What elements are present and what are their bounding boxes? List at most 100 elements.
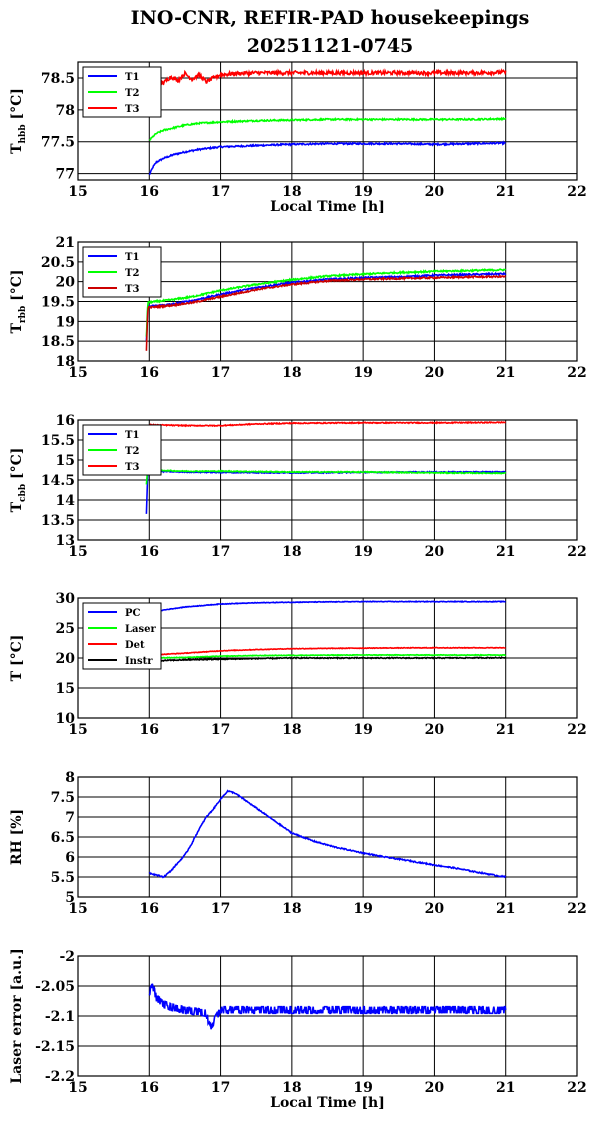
- x-tick-label: 21: [496, 722, 515, 738]
- legend: PC Laser Det Instr: [82, 602, 162, 670]
- series-line-t1: [145, 468, 507, 514]
- x-tick-label: 22: [567, 1080, 586, 1096]
- y-tick-label: 5.5: [51, 870, 75, 886]
- y-tick-label: 13.5: [41, 513, 75, 529]
- x-tick-label: 22: [567, 365, 586, 381]
- x-tick-label: 18: [282, 722, 301, 738]
- y-tick-label: 7.5: [51, 790, 75, 806]
- y-tick-label: 78: [56, 103, 75, 119]
- series-line-instr: [149, 656, 506, 663]
- y-axis-label: Laser error [a.u.]: [9, 948, 25, 1083]
- x-tick-label: 17: [211, 1080, 230, 1096]
- x-tick-label: 22: [567, 901, 586, 917]
- y-tick-label: 78.5: [41, 71, 75, 87]
- x-tick-label: 20: [425, 901, 445, 917]
- y-axis-label: T [°C]: [9, 635, 25, 682]
- y-tick-label: 14.5: [41, 473, 75, 489]
- legend-label: T2: [125, 88, 139, 99]
- y-tick-label: 16: [56, 413, 75, 429]
- legend-label: Instr: [125, 656, 153, 667]
- x-tick-label: 17: [211, 544, 230, 560]
- chart-panel-3: 15 16 17 18 19 20 21 22 13 13.5 14 14.5 15 15.5 16 Tcbb…: [9, 413, 587, 560]
- legend: T1 T2 T3: [82, 246, 162, 298]
- y-tick-label: 20.5: [41, 255, 75, 271]
- x-tick-label: 18: [282, 544, 301, 560]
- legend-label: Det: [125, 640, 145, 651]
- y-tick-label: -2: [59, 949, 75, 965]
- y-tick-label: 18: [56, 354, 75, 370]
- x-tick-label: 22: [567, 184, 586, 200]
- x-tick-label: 16: [140, 184, 159, 200]
- x-tick-label: 17: [211, 365, 230, 381]
- series-line-t3: [148, 68, 507, 86]
- y-tick-label: 77: [56, 167, 75, 183]
- x-tick-label: 19: [353, 544, 372, 560]
- plot-frame: [77, 597, 578, 719]
- y-tick-label: 13: [56, 533, 75, 549]
- y-axis-label: RH [%]: [9, 809, 25, 865]
- series-line-t3: [149, 420, 506, 428]
- y-axis-label: Tcbb [°C]: [9, 448, 28, 513]
- y-tick-label: 14: [56, 493, 76, 509]
- x-tick-label: 15: [68, 544, 87, 560]
- y-tick-label: -2.05: [35, 979, 75, 995]
- y-tick-label: 15.5: [41, 433, 75, 449]
- x-tick-label: 17: [211, 722, 230, 738]
- x-tick-label: 18: [282, 901, 301, 917]
- y-tick-label: 6: [65, 850, 75, 866]
- legend-label: T1: [125, 252, 139, 263]
- legend-label: PC: [125, 608, 141, 619]
- chart-panel-5: 15 16 17 18 19 20 21 22 5 5.5 6 6.5 7 7.5 8 RH [%]: [9, 770, 587, 917]
- series-line-t2: [149, 116, 507, 141]
- x-tick-label: 21: [496, 365, 515, 381]
- legend: T1 T2 T3: [82, 66, 162, 118]
- x-tick-label: 18: [282, 365, 301, 381]
- x-tick-label: 16: [140, 1080, 159, 1096]
- x-tick-label: 19: [353, 901, 372, 917]
- panels: 15 16 17 18 19 20 21 22 77 77.5 78 78.5 Local Time […: [9, 61, 587, 1111]
- x-tick-label: 20: [425, 1080, 445, 1096]
- legend-box: [82, 602, 162, 670]
- series-line-t3: [145, 274, 506, 351]
- x-tick-label: 15: [68, 184, 87, 200]
- x-tick-label: 19: [353, 184, 372, 200]
- y-tick-label: 30: [56, 591, 76, 607]
- y-tick-label: 18.5: [41, 334, 75, 350]
- x-tick-label: 19: [353, 722, 372, 738]
- plot-frame: [77, 776, 578, 898]
- x-tick-label: 16: [140, 544, 159, 560]
- y-tick-label: 77.5: [41, 135, 75, 151]
- y-tick-label: -2.2: [45, 1069, 75, 1085]
- x-tick-label: 18: [282, 1080, 301, 1096]
- series-line: [148, 983, 507, 1030]
- series-line-det: [148, 646, 506, 657]
- series-line-laser: [148, 653, 507, 660]
- y-tick-label: 20: [56, 651, 76, 667]
- legend-label: T2: [125, 268, 139, 279]
- x-tick-label: 15: [68, 1080, 87, 1096]
- y-tick-label: -2.1: [45, 1009, 75, 1025]
- x-tick-label: 21: [496, 901, 515, 917]
- x-tick-label: 20: [425, 722, 445, 738]
- chart-panel-6: 15 16 17 18 19 20 21 22 -2.2 -2.15 -2.1 -2.05 -2 Loca…: [9, 948, 587, 1111]
- plot-frame: [77, 241, 578, 362]
- y-tick-label: 6.5: [51, 830, 75, 846]
- plot-frame: [77, 61, 578, 181]
- figure-title-line1: INO-CNR, REFIR-PAD housekeepings: [131, 7, 530, 29]
- x-tick-label: 20: [425, 544, 445, 560]
- figure-title-line2: 20251121-0745: [247, 35, 414, 57]
- x-tick-label: 16: [140, 365, 159, 381]
- series-line-t2: [145, 467, 507, 485]
- y-tick-label: 15: [56, 453, 75, 469]
- x-tick-label: 21: [496, 544, 515, 560]
- x-tick-label: 15: [68, 901, 87, 917]
- x-tick-label: 20: [425, 365, 445, 381]
- series-line-t1: [145, 271, 507, 341]
- series-line-pc: [149, 600, 506, 614]
- y-tick-label: 15: [56, 681, 75, 697]
- x-axis-label: Local Time [h]: [270, 199, 385, 215]
- x-tick-label: 15: [68, 722, 87, 738]
- x-tick-label: 21: [496, 184, 515, 200]
- y-tick-label: 20: [56, 275, 76, 291]
